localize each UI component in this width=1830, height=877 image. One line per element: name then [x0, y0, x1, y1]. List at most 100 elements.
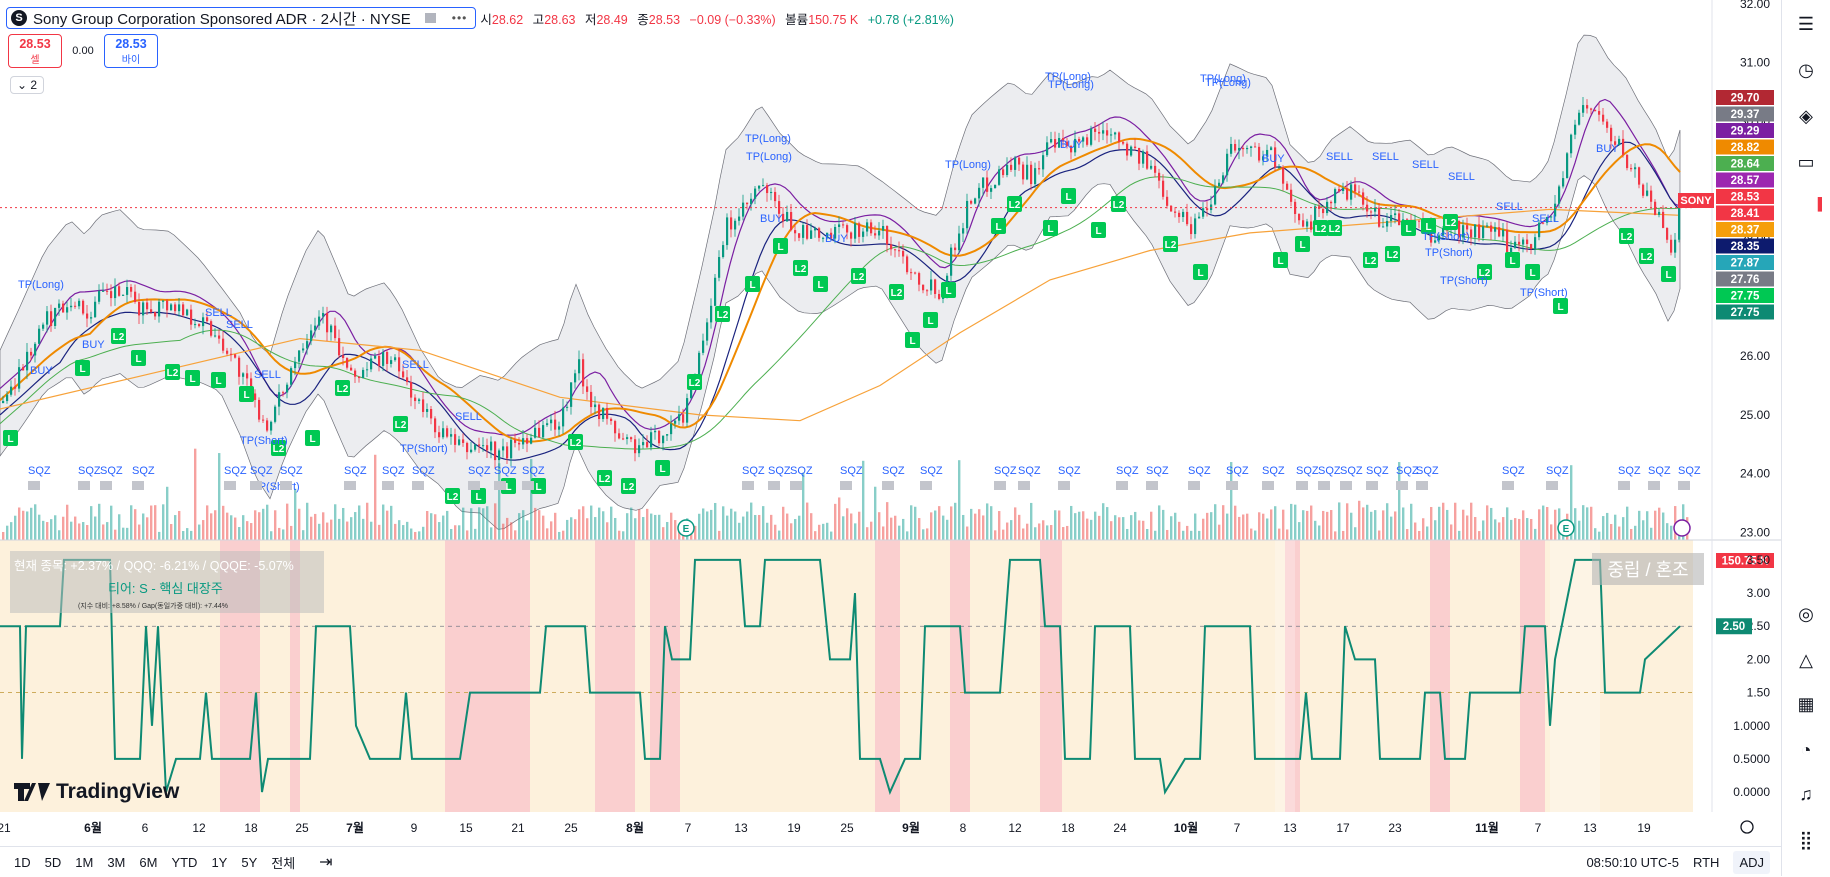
squeeze-label: SQZ: [280, 465, 303, 477]
candle-body: [1042, 155, 1045, 170]
badge-label: L: [135, 354, 141, 365]
badge-bg: [745, 276, 760, 292]
time-tick-label: 18: [244, 821, 258, 835]
volume-bar: [1490, 507, 1493, 540]
volume-bar: [1510, 519, 1513, 540]
volume-bar: [74, 516, 77, 540]
volume-bar: [1426, 526, 1429, 540]
volume-bar: [1322, 510, 1325, 540]
volume-bar: [490, 527, 493, 540]
volume-bar: [1634, 525, 1637, 540]
long-signal-badge: L: [211, 372, 226, 388]
signal-sell: SELL: [1326, 151, 1353, 163]
apps-grid-icon[interactable]: ⣿: [1799, 829, 1813, 850]
date-range-icon[interactable]: ⇥: [319, 854, 333, 871]
candle-body: [86, 313, 89, 319]
signal-sell: SELL: [205, 307, 232, 319]
volume-bar: [1122, 517, 1125, 540]
candle-body: [1670, 239, 1673, 253]
badge-bg: [1661, 266, 1676, 282]
calendar-icon[interactable]: ▦: [1797, 693, 1815, 714]
range-5y[interactable]: 5Y: [241, 854, 258, 870]
volume-bar: [346, 521, 349, 540]
time-tick-label: 8월: [626, 820, 644, 835]
range-5d[interactable]: 5D: [44, 854, 62, 870]
price-tag-bg: [1716, 123, 1774, 138]
candle-body: [578, 359, 581, 374]
candle-body: [130, 287, 133, 292]
chat-icon[interactable]: ▭: [1797, 151, 1815, 172]
watchlist-icon[interactable]: ☰: [1797, 13, 1815, 34]
broadcast-icon[interactable]: ◔: [1800, 739, 1812, 760]
candle-body: [1566, 153, 1569, 179]
squeeze-label: SQZ: [1226, 465, 1249, 477]
candle-body: [1138, 147, 1141, 164]
candle-body: [1678, 208, 1681, 240]
price-tag-bg: [1716, 304, 1774, 320]
price-tag: 28.64: [1716, 156, 1774, 171]
time-tick-label: 17: [1336, 821, 1350, 835]
range-6m[interactable]: 6M: [139, 854, 158, 870]
volume-bar: [990, 506, 993, 540]
volume-bar: [378, 524, 381, 540]
volume-bar: [782, 506, 785, 540]
ideas-icon[interactable]: △: [1799, 649, 1813, 670]
long-signal-badge: L2: [271, 440, 286, 456]
candle-body: [802, 225, 805, 238]
badge-label: L: [309, 434, 315, 445]
volume-bar: [1114, 515, 1117, 540]
candle-body: [830, 232, 833, 239]
range-3m[interactable]: 3M: [107, 854, 126, 870]
candle-body: [470, 449, 473, 453]
volume-bar: [1038, 523, 1041, 540]
candle-body: [618, 433, 621, 439]
signal-buy: BUY: [82, 339, 105, 351]
candle-body: [162, 300, 165, 302]
long-signal-badge: L2: [1163, 236, 1178, 252]
candle-body: [818, 228, 821, 238]
candle-body: [598, 404, 601, 420]
range-1m[interactable]: 1M: [75, 854, 94, 870]
sell-button[interactable]: 28.53 셀: [8, 34, 62, 68]
target-icon[interactable]: ◎: [1798, 603, 1814, 624]
candle-body: [722, 245, 725, 258]
squeeze-label: SQZ: [1018, 465, 1041, 477]
candle-body: [794, 230, 797, 234]
symbol-title[interactable]: Sony Group Corporation Sponsored ADR · 2…: [33, 10, 411, 28]
symbol-search-box[interactable]: S Sony Group Corporation Sponsored ADR ·…: [6, 7, 477, 29]
flag-icon[interactable]: [424, 13, 436, 23]
candle-body: [506, 446, 509, 459]
time-tick-label: 7월: [346, 820, 364, 835]
candle-body: [142, 302, 145, 316]
candle-body: [1418, 220, 1421, 222]
badge-bg: [568, 434, 583, 450]
more-dots-icon[interactable]: •••: [451, 11, 468, 25]
range-all[interactable]: 전체: [271, 855, 296, 871]
volume-bar: [1178, 521, 1181, 540]
candle-body: [1398, 213, 1401, 226]
range-1y[interactable]: 1Y: [211, 854, 228, 870]
volume-bar: [630, 507, 633, 540]
volume-bar: [310, 516, 313, 540]
squeeze-label: SQZ: [1116, 465, 1139, 477]
alert-clock-icon[interactable]: ◷: [1798, 59, 1814, 80]
price-tag-bg: [1716, 238, 1774, 254]
notifications-icon[interactable]: ♫: [1799, 783, 1813, 804]
indicator-toggle-button[interactable]: ⌄ 2: [10, 76, 45, 94]
volume-bar: [1578, 520, 1581, 540]
squeeze-label: SQZ: [382, 465, 405, 477]
range-ytd[interactable]: YTD: [171, 854, 198, 870]
buy-button[interactable]: 28.53 바이: [104, 34, 158, 68]
volume-bar: [522, 510, 525, 540]
volume-bar: [674, 520, 677, 540]
rth-toggle[interactable]: RTH: [1692, 854, 1720, 870]
candle-body: [630, 437, 633, 440]
badge-label: L: [659, 464, 665, 475]
layers-icon[interactable]: ◈: [1799, 105, 1813, 126]
candle-body: [686, 398, 689, 423]
range-1d[interactable]: 1D: [14, 854, 31, 870]
adj-toggle[interactable]: ADJ: [1733, 850, 1770, 874]
squeeze-label: SQZ: [1678, 465, 1701, 477]
candle-body: [126, 287, 129, 295]
